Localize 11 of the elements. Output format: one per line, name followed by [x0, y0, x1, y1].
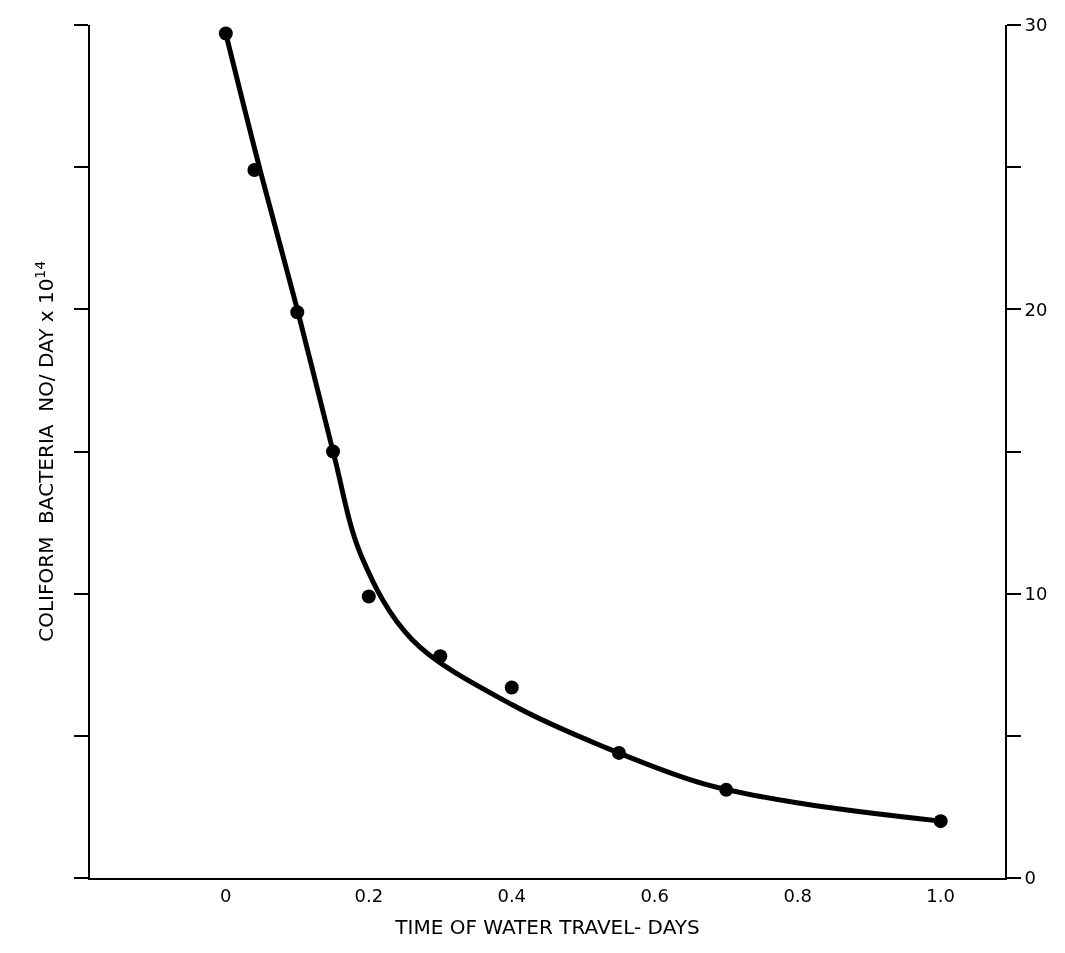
- x-tick-label: 0.2: [354, 884, 384, 906]
- y-tick-label: 0: [1024, 867, 1037, 889]
- y-tick-label: 30: [1024, 14, 1048, 36]
- y-tick-label: 20: [1024, 298, 1048, 320]
- x-tick-label: 1.0: [926, 884, 955, 906]
- x-tick-label: 0.8: [783, 884, 813, 906]
- x-tick-label: 0.4: [497, 884, 527, 906]
- x-tick-label: 0.6: [640, 884, 670, 906]
- x-tick-label: 0: [220, 884, 232, 906]
- y-tick-label: 10: [1024, 582, 1048, 604]
- x-axis-title: TIME OF WATER TRAVEL- DAYS: [394, 914, 700, 939]
